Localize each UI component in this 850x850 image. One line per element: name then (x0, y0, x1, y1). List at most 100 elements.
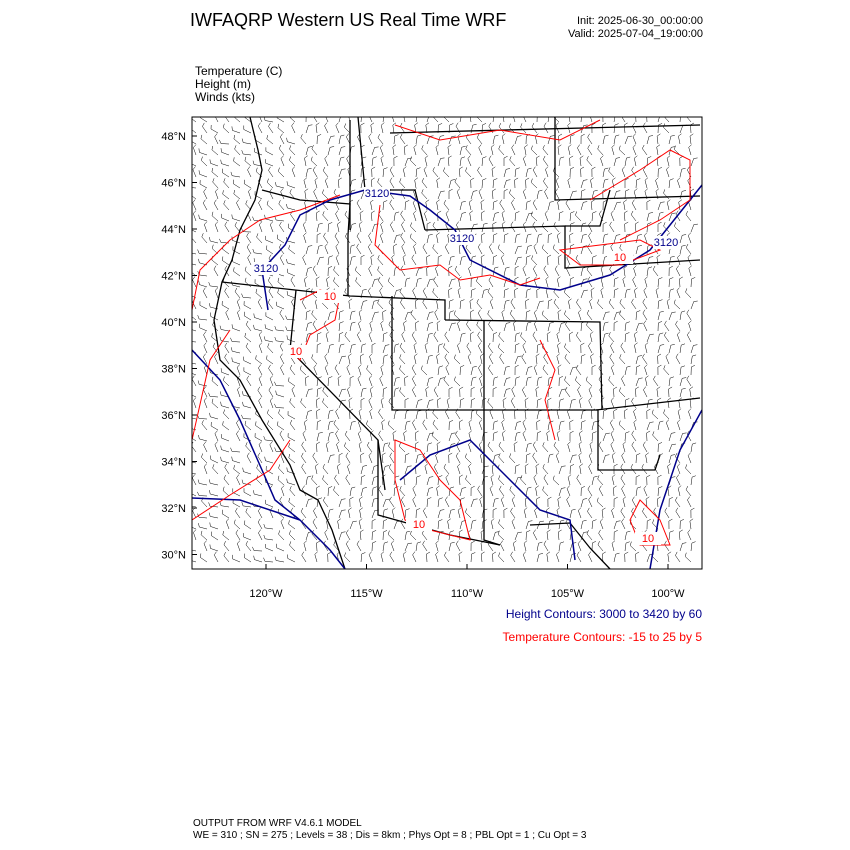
wind-barb (412, 287, 417, 299)
wind-barb (589, 331, 594, 343)
contour-label: 10 (614, 252, 626, 264)
wind-barb (668, 497, 674, 508)
wind-barb (651, 409, 659, 420)
wind-barb (369, 408, 373, 420)
wind-barb (382, 117, 385, 123)
wind-barb (433, 276, 439, 288)
wind-barb (201, 233, 208, 244)
wind-barb (192, 373, 197, 376)
wind-barb (644, 188, 648, 200)
wind-barb (542, 464, 549, 475)
wind-barb (316, 540, 321, 552)
wind-barb (287, 433, 296, 442)
wind-barb (567, 177, 571, 189)
wind-barb (646, 212, 654, 222)
wind-barb (679, 365, 685, 376)
wind-barb (415, 320, 420, 332)
wind-barb (480, 353, 484, 365)
wind-barb (532, 441, 538, 453)
wind-barb (624, 233, 631, 244)
wind-barb (203, 188, 208, 200)
wind-barb (380, 232, 384, 244)
wind-barb (198, 258, 208, 266)
wind-barb (338, 332, 344, 343)
wind-barb (312, 452, 318, 464)
wind-barb (285, 315, 296, 321)
wind-barb (349, 321, 356, 332)
wind-barb (344, 430, 351, 442)
wind-barb (558, 487, 566, 497)
wind-barb (611, 540, 616, 552)
wind-barb (267, 343, 274, 354)
wind-barb (514, 421, 522, 431)
height-legend: Height Contours: 3000 to 3420 by 60 (506, 607, 702, 621)
wind-barb (448, 420, 454, 431)
wind-barb (598, 529, 604, 541)
wind-barb (666, 155, 671, 167)
wind-barb (401, 243, 406, 255)
wind-barb (322, 475, 329, 486)
wind-barb (279, 342, 285, 354)
wind-barb (656, 144, 661, 156)
wind-barb (345, 529, 351, 541)
wind-barb (576, 364, 582, 376)
wind-barb (346, 133, 351, 145)
wind-barb (688, 320, 692, 332)
contour-label: 10 (290, 346, 302, 358)
wind-barb (288, 497, 296, 508)
wind-barb (525, 200, 531, 211)
wind-barb (657, 117, 660, 123)
wind-barb (403, 117, 406, 123)
wind-barb (338, 310, 344, 321)
wind-barb (322, 464, 329, 475)
wind-barb (557, 232, 561, 244)
wind-barb (620, 463, 626, 475)
wind-barb (288, 245, 296, 255)
wind-barb (678, 133, 682, 145)
wind-barb (220, 434, 230, 442)
wind-barb (274, 326, 285, 332)
wind-barb (525, 255, 531, 266)
wind-barb (566, 496, 571, 508)
wind-barb (542, 145, 549, 156)
wind-barb (580, 201, 588, 211)
wind-barb (258, 397, 263, 409)
wind-barb (393, 387, 399, 398)
contour-label: 3120 (254, 263, 278, 275)
wind-barb (470, 255, 477, 266)
wind-barb (370, 254, 375, 266)
wind-barb (470, 552, 476, 563)
wind-barb (193, 529, 197, 541)
wind-barb (457, 320, 461, 332)
wind-barb (381, 474, 386, 486)
wind-barb (536, 300, 544, 310)
wind-barb (498, 442, 505, 453)
wind-barb (380, 320, 384, 332)
wind-barb (274, 556, 285, 563)
wind-barb (404, 397, 409, 408)
wind-barb (624, 398, 630, 409)
lat-label: 44°N (161, 224, 186, 236)
wind-barb (269, 397, 274, 409)
wind-barb (448, 386, 453, 397)
wind-barb (289, 189, 296, 200)
wind-barb (564, 376, 571, 387)
wind-barb (337, 463, 341, 475)
wind-barb (209, 412, 219, 420)
wind-barb (579, 463, 584, 475)
wind-barb (333, 277, 340, 288)
wind-barb (488, 364, 494, 376)
wind-barb (326, 518, 330, 530)
wind-barb (253, 490, 263, 497)
contour-label: 10 (642, 533, 654, 545)
wind-barb (445, 474, 450, 486)
wind-barb (422, 243, 428, 255)
wind-barb (503, 507, 508, 519)
wind-barb (197, 414, 208, 420)
wind-barb (492, 266, 499, 277)
wind-barb (286, 478, 296, 486)
wind-barb (301, 463, 307, 475)
wind-barb (602, 117, 604, 123)
wind-barb (569, 211, 575, 222)
